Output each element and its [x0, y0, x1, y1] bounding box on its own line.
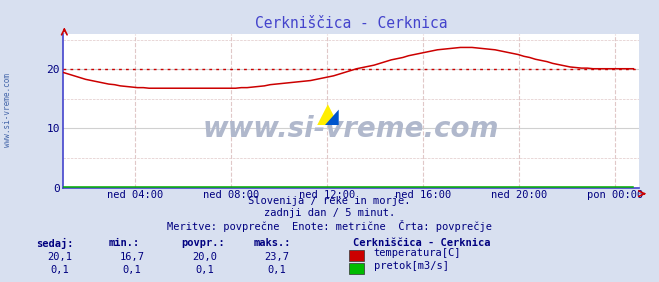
Text: zadnji dan / 5 minut.: zadnji dan / 5 minut. [264, 208, 395, 218]
Text: 0,1: 0,1 [195, 265, 214, 274]
Text: pretok[m3/s]: pretok[m3/s] [374, 261, 449, 271]
Text: Slovenija / reke in morje.: Slovenija / reke in morje. [248, 196, 411, 206]
Text: 0,1: 0,1 [123, 265, 141, 274]
Text: min.:: min.: [109, 238, 140, 248]
Text: 0,1: 0,1 [50, 265, 69, 274]
Text: 16,7: 16,7 [119, 252, 144, 261]
Text: sedaj:: sedaj: [36, 238, 74, 249]
Polygon shape [325, 110, 339, 125]
Polygon shape [317, 104, 339, 125]
Text: www.si-vreme.com: www.si-vreme.com [3, 73, 13, 147]
Text: www.si-vreme.com: www.si-vreme.com [203, 115, 499, 143]
Text: 20,1: 20,1 [47, 252, 72, 261]
Text: 23,7: 23,7 [264, 252, 289, 261]
Text: 0,1: 0,1 [268, 265, 286, 274]
Text: maks.:: maks.: [254, 238, 291, 248]
Text: 20,0: 20,0 [192, 252, 217, 261]
Text: Cerkniščica - Cerknica: Cerkniščica - Cerknica [353, 238, 490, 248]
Text: temperatura[C]: temperatura[C] [374, 248, 461, 258]
Text: povpr.:: povpr.: [181, 238, 225, 248]
Text: Meritve: povprečne  Enote: metrične  Črta: povprečje: Meritve: povprečne Enote: metrične Črta:… [167, 220, 492, 232]
Title: Cerkniščica - Cerknica: Cerkniščica - Cerknica [254, 16, 447, 31]
